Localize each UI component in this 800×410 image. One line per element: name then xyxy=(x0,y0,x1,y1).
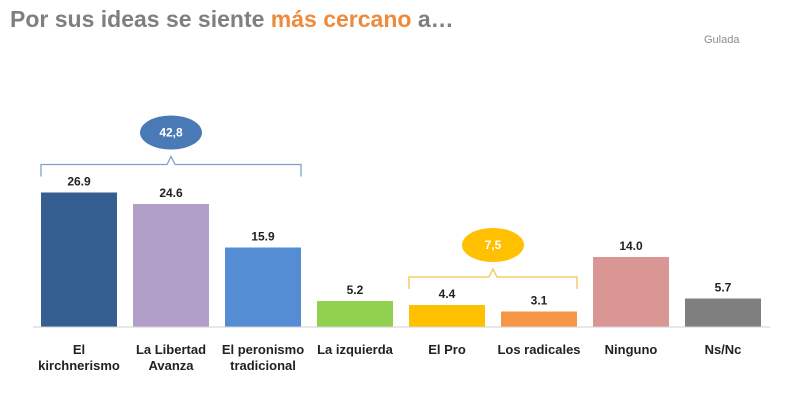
bar-0 xyxy=(41,192,117,327)
group-1: 7,5 xyxy=(408,228,578,289)
category-label-1-1: Avanza xyxy=(148,358,194,373)
category-label-0-1: kirchnerismo xyxy=(38,358,120,373)
group-bubble-1 xyxy=(462,228,524,262)
bar-1 xyxy=(133,204,209,327)
source-label: Gulada xyxy=(704,34,740,46)
value-label-2: 15.9 xyxy=(251,230,275,244)
category-label-0-0: El xyxy=(73,342,85,357)
group-bracket-0 xyxy=(40,155,302,177)
title-part1: Por sus ideas se siente xyxy=(10,6,271,32)
category-label-4-0: El Pro xyxy=(428,342,466,357)
group-total-0: 42,8 xyxy=(159,126,183,140)
value-label-1: 24.6 xyxy=(159,186,183,200)
chart-title: Por sus ideas se siente más cercano a… xyxy=(10,6,454,33)
bar-6 xyxy=(593,257,669,327)
group-total-1: 7,5 xyxy=(485,238,502,252)
category-label-3-0: La izquierda xyxy=(317,342,394,357)
category-label-2-0: El peronismo xyxy=(222,342,304,357)
value-label-7: 5.7 xyxy=(715,281,732,295)
category-label-6-0: Ninguno xyxy=(605,342,658,357)
title-highlight: más cercano xyxy=(270,6,412,32)
value-label-5: 3.1 xyxy=(531,294,548,308)
bar-4 xyxy=(409,305,485,327)
group-bubble-0 xyxy=(140,115,202,150)
category-label-2-1: tradicional xyxy=(230,358,296,373)
value-label-6: 14.0 xyxy=(619,239,643,253)
bar-3 xyxy=(317,301,393,327)
value-label-0: 26.9 xyxy=(67,175,91,189)
category-label-7-0: Ns/Nc xyxy=(705,342,742,357)
bar-2 xyxy=(225,247,301,327)
value-label-3: 5.2 xyxy=(347,283,364,297)
groups-layer: 42,8 7,5 xyxy=(40,115,578,289)
value-label-4: 4.4 xyxy=(439,287,456,301)
bar-5 xyxy=(501,311,577,327)
category-label-1-0: La Libertad xyxy=(136,342,206,357)
group-0: 42,8 xyxy=(40,115,302,177)
bars-layer xyxy=(41,192,761,327)
title-part2: a… xyxy=(411,6,454,32)
group-bracket-1 xyxy=(408,267,578,289)
bar-7 xyxy=(685,298,761,327)
category-label-5-0: Los radicales xyxy=(497,342,580,357)
